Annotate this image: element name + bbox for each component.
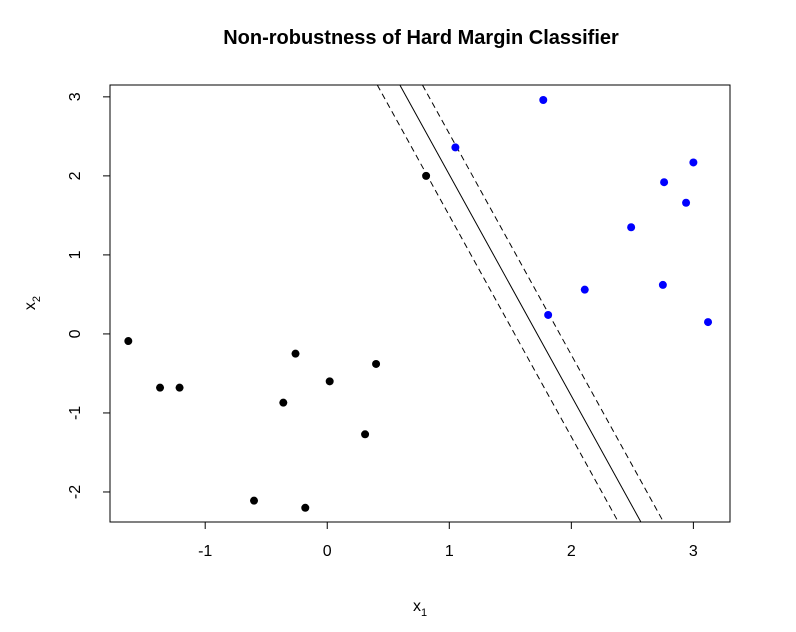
data-point-s1-7 (682, 198, 691, 207)
data-point-s0-7 (325, 377, 334, 386)
data-point-s0-6 (301, 503, 310, 512)
x-tick-label: 1 (445, 543, 454, 560)
data-points (124, 96, 713, 512)
y-axis: -2 -1 0 1 2 3 (67, 92, 111, 499)
data-point-s0-1 (156, 383, 165, 392)
y-tick-label: 0 (67, 329, 84, 338)
x-tick-label: -1 (198, 543, 212, 560)
data-point-s0-3 (250, 496, 259, 505)
separator-lines (376, 85, 664, 522)
x-axis-label: x1 (413, 598, 427, 619)
x-tick-label: 2 (567, 543, 576, 560)
data-point-s1-0 (451, 143, 460, 152)
data-point-s1-4 (627, 223, 636, 232)
data-point-s0-9 (372, 359, 381, 368)
data-point-s1-5 (660, 178, 669, 187)
margin-line-2 (422, 85, 664, 522)
y-axis-label: x2 (22, 296, 43, 310)
data-point-s1-1 (539, 96, 548, 105)
data-point-s1-3 (580, 285, 589, 294)
x-axis-label-subscript: 1 (421, 607, 427, 619)
data-point-s0-8 (361, 430, 370, 439)
decision-boundary-line (399, 85, 642, 522)
data-point-s0-10 (422, 171, 431, 180)
y-tick-label: -2 (67, 485, 84, 499)
x-tick-label: 3 (689, 543, 698, 560)
data-point-s1-9 (704, 318, 713, 327)
data-point-s0-4 (279, 398, 288, 407)
y-tick-label: -1 (67, 406, 84, 420)
data-point-s1-8 (689, 158, 698, 167)
data-point-s0-5 (291, 349, 300, 358)
plot-area-box (109, 84, 731, 523)
data-point-s0-2 (175, 383, 184, 392)
y-axis-label-subscript: 2 (31, 296, 43, 302)
y-axis-label-base: x (22, 302, 39, 310)
y-tick-label: 3 (67, 92, 84, 101)
data-point-s1-2 (544, 310, 553, 319)
margin-line-1 (376, 85, 619, 522)
data-point-s1-6 (658, 280, 667, 289)
y-tick-label: 1 (67, 250, 84, 259)
x-tick-label: 0 (323, 543, 332, 560)
x-axis: -1 0 1 2 3 (198, 521, 698, 560)
data-point-s0-0 (124, 337, 133, 346)
y-tick-label: 2 (67, 171, 84, 180)
chart-title: Non-robustness of Hard Margin Classifier (223, 27, 619, 49)
x-axis-label-base: x (413, 598, 421, 615)
